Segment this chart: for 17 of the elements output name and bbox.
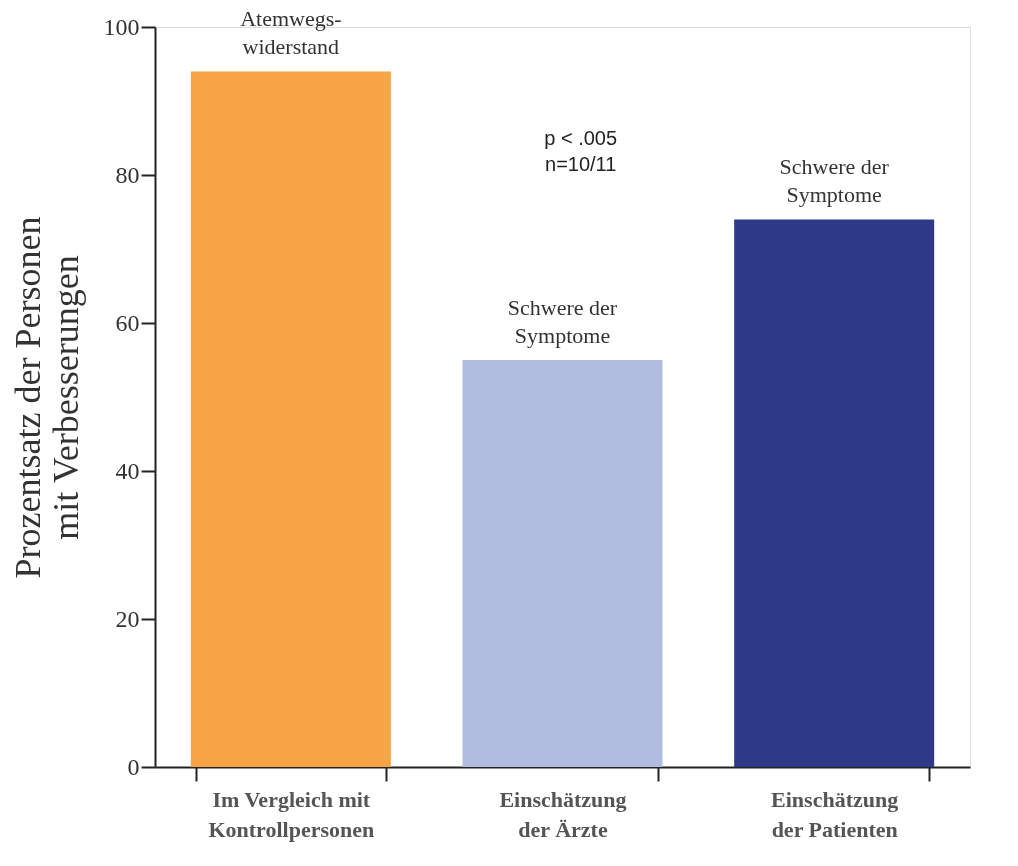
y-tick-label: 100 xyxy=(103,13,140,40)
annotation: p < .005 n=10/11 xyxy=(544,127,618,175)
y-tick-label: 20 xyxy=(115,605,140,632)
bar xyxy=(190,71,391,767)
x-tick-label: Einschätzung der Patienten xyxy=(771,786,899,842)
annotation: Atemwegs- widerstand xyxy=(240,6,342,60)
y-tick-label: 80 xyxy=(115,161,140,188)
bar xyxy=(462,360,663,767)
annotation: Schwere der Symptome xyxy=(507,295,618,348)
bar xyxy=(734,219,935,767)
x-tick-label: Einschätzung der Ärzte xyxy=(499,786,627,842)
y-tick-label: 40 xyxy=(115,457,140,484)
y-axis-title: Prozentsatz der Personen mit Verbesserungen xyxy=(7,216,86,579)
y-tick-label: 60 xyxy=(115,309,140,336)
y-tick-label: 0 xyxy=(127,753,140,780)
annotation: Schwere der Symptome xyxy=(779,154,890,208)
x-tick-label: Im Vergleich mit Kontrollpersonen xyxy=(208,786,375,842)
